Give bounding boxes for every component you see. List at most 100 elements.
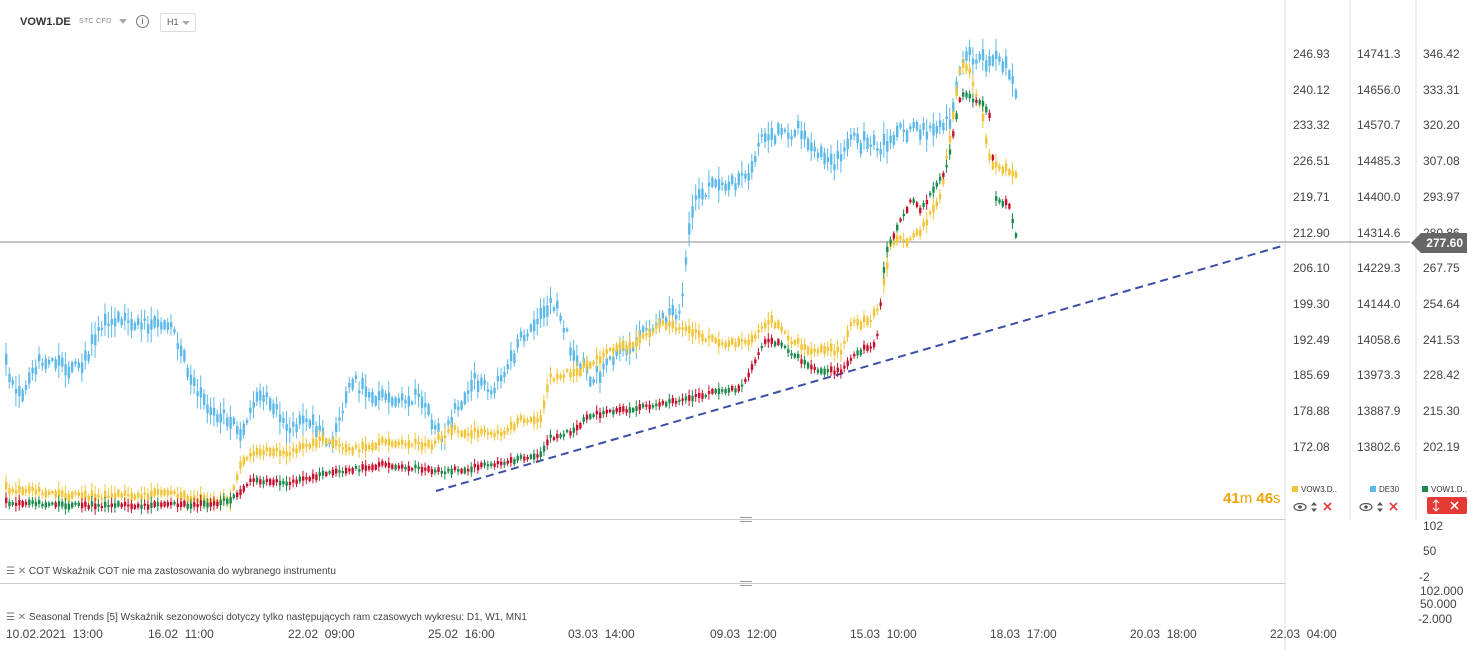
de30-candle-body xyxy=(387,392,391,403)
de30-candle-body xyxy=(203,393,206,406)
vow3-candle-body xyxy=(575,368,579,376)
menu-icon[interactable]: ☰ xyxy=(6,566,15,577)
vow3-candle-body xyxy=(678,327,681,330)
vow1-candle-body xyxy=(595,410,599,415)
de30-candle-body xyxy=(292,421,295,427)
legend-item-de30[interactable]: DE30 xyxy=(1370,485,1399,494)
price-tick-label: 14485.3 xyxy=(1357,154,1401,169)
vow1-candle-body xyxy=(262,480,265,485)
vow3-candle-body xyxy=(770,315,773,324)
de30-candle-body xyxy=(31,367,34,374)
panel-divider[interactable] xyxy=(0,583,1285,584)
legend-item-vow1[interactable]: VOW1.D.. xyxy=(1422,485,1467,494)
vow1-candle-body xyxy=(552,437,556,441)
resize-handle[interactable] xyxy=(740,517,752,522)
vow3-candle-body xyxy=(767,320,770,325)
menu-icon[interactable]: ☰ xyxy=(6,612,15,623)
vow1-candle-body xyxy=(236,492,239,498)
de30-candle-body xyxy=(876,148,879,151)
close-icon[interactable]: ✕ xyxy=(14,612,29,623)
vow3-candle-body xyxy=(107,495,110,499)
de30-candle-body xyxy=(84,350,87,361)
vow3-candle-body xyxy=(269,447,272,456)
eye-icon[interactable] xyxy=(1359,502,1373,512)
vow3-candle-body xyxy=(628,341,632,350)
de30-candle-body xyxy=(503,372,506,378)
de30-candle-body xyxy=(476,380,480,392)
symbol-name[interactable]: VOW1.DE xyxy=(20,16,71,28)
price-tick-label: 241.53 xyxy=(1423,332,1460,347)
vow1-candle-body xyxy=(203,500,206,507)
de30-candle-body xyxy=(932,123,935,136)
vow3-candle-body xyxy=(338,444,341,447)
de30-candle-body xyxy=(259,390,262,401)
chevron-down-icon[interactable] xyxy=(119,19,127,24)
vow3-candle-body xyxy=(523,418,526,424)
legend-item-vow3[interactable]: VOW3.D.. xyxy=(1292,485,1337,494)
vow1-candle-body xyxy=(371,464,374,471)
de30-candle-body xyxy=(922,123,925,130)
de30-candle-body xyxy=(714,179,717,188)
timeframe-select[interactable]: H1 xyxy=(160,13,196,32)
vow1-candle-body xyxy=(443,471,447,474)
reorder-icon[interactable] xyxy=(1432,499,1440,512)
de30-candle-body xyxy=(694,195,698,200)
de30-candle-body xyxy=(130,319,133,331)
reorder-icon[interactable] xyxy=(1377,502,1383,512)
vow3-candle-body xyxy=(470,430,473,439)
vow3-candle-body xyxy=(546,384,549,393)
price-tick-label: 346.42 xyxy=(1423,47,1460,61)
de30-candle-body xyxy=(463,392,467,405)
vow1-candle-body xyxy=(1001,200,1004,207)
vow3-candle-body xyxy=(295,448,298,454)
vow3-candle-body xyxy=(486,432,490,435)
de30-candle-body xyxy=(483,380,486,385)
vow1-candle-body xyxy=(717,388,721,395)
info-icon[interactable]: i xyxy=(136,15,149,28)
close-icon[interactable] xyxy=(1389,502,1398,511)
de30-candle-body xyxy=(236,425,239,435)
price-tick-label: 246.93 xyxy=(1293,47,1330,61)
de30-candle-body xyxy=(54,359,57,369)
de30-candle-body xyxy=(599,371,602,383)
vow3-candle-body xyxy=(764,322,767,329)
vow3-candle-body xyxy=(806,346,810,355)
de30-candle-body xyxy=(810,142,813,152)
vow3-candle-body xyxy=(242,456,245,465)
resize-handle[interactable] xyxy=(740,581,752,586)
vow1-candle-body xyxy=(585,414,589,420)
vow3-candle-body xyxy=(962,62,965,68)
vow1-candle-body xyxy=(952,131,955,137)
vow3-candle-body xyxy=(1008,169,1011,176)
vow3-candle-body xyxy=(734,342,737,348)
close-icon[interactable] xyxy=(1323,502,1332,511)
vow3-candle-body xyxy=(341,447,344,450)
reorder-icon[interactable] xyxy=(1311,502,1317,512)
vow1-candle-body xyxy=(902,213,905,217)
de30-candle-body xyxy=(269,398,272,411)
panel-divider[interactable] xyxy=(0,519,1285,520)
vow3-candle-body xyxy=(747,339,750,346)
de30-candle-body xyxy=(843,147,846,152)
vow1-candle-body xyxy=(701,393,704,399)
vow1-candle-body xyxy=(14,502,18,506)
vow3-candle-body xyxy=(773,322,777,329)
legend-controls-vow1[interactable] xyxy=(1427,497,1467,514)
de30-candle-body xyxy=(252,401,255,408)
de30-candle-body xyxy=(975,59,978,64)
vow1-candle-body xyxy=(61,501,64,507)
vow1-candle-body xyxy=(981,100,985,107)
de30-candle-body xyxy=(262,394,265,402)
eye-icon[interactable] xyxy=(1293,502,1307,512)
close-icon[interactable] xyxy=(1450,501,1459,510)
de30-candle-body xyxy=(104,313,107,326)
vow3-candle-body xyxy=(783,331,787,334)
vow1-candle-body xyxy=(661,400,665,405)
close-icon[interactable]: ✕ xyxy=(14,566,29,577)
vow3-candle-body xyxy=(292,448,295,452)
vow3-candle-body xyxy=(61,490,64,497)
vow1-candle-body xyxy=(496,460,500,465)
de30-candle-body xyxy=(711,177,714,187)
de30-candle-body xyxy=(839,154,843,162)
